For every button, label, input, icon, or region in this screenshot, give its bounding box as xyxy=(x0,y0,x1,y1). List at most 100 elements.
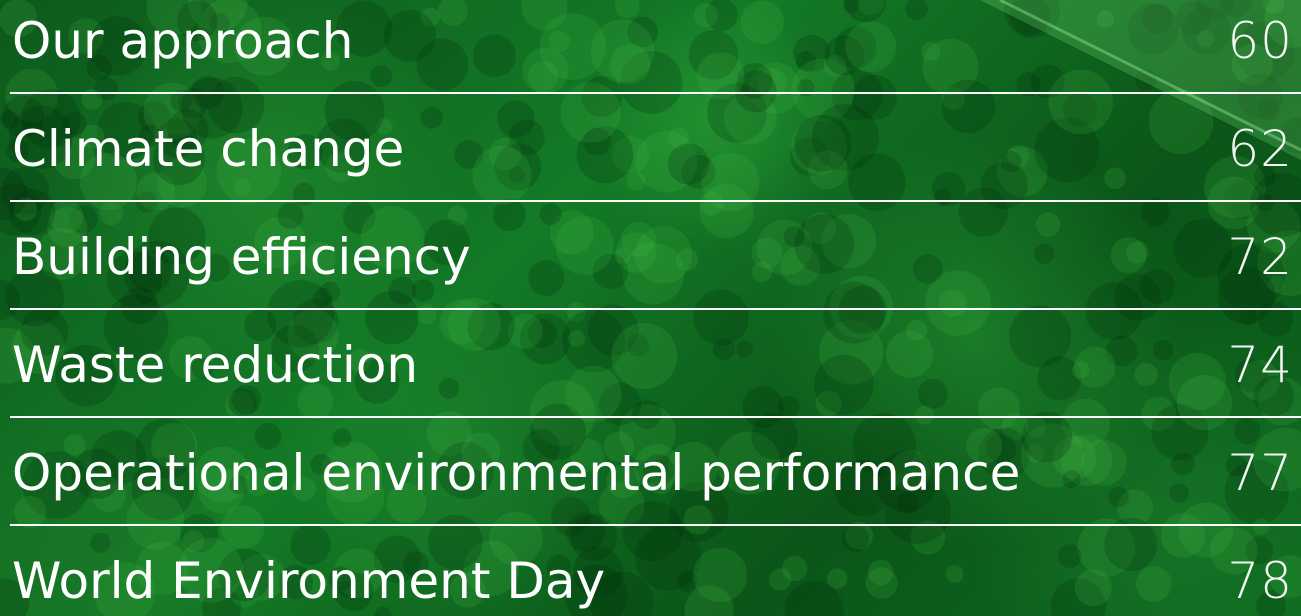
foliage xyxy=(1217,267,1276,325)
foliage xyxy=(1135,566,1172,602)
foliage xyxy=(298,570,328,599)
toc-entry: Building efficiency 72 xyxy=(0,214,1301,322)
foliage xyxy=(0,110,19,129)
foliage xyxy=(1171,452,1195,476)
foliage xyxy=(736,62,773,99)
foliage xyxy=(633,444,681,491)
foliage xyxy=(614,0,640,19)
foliage xyxy=(191,357,213,380)
foliage xyxy=(598,482,645,528)
foliage xyxy=(857,0,884,16)
foliage xyxy=(234,16,294,76)
foliage xyxy=(492,198,526,232)
foliage xyxy=(1204,156,1266,218)
foliage xyxy=(707,82,767,143)
foliage xyxy=(667,127,690,149)
foliage xyxy=(823,54,847,78)
foliage xyxy=(9,105,73,170)
foliage xyxy=(945,565,964,583)
foliage xyxy=(420,106,443,129)
foliage xyxy=(47,207,88,248)
foliage xyxy=(0,280,21,321)
foliage xyxy=(335,0,392,57)
foliage xyxy=(96,101,155,160)
foliage xyxy=(507,313,543,349)
foliage xyxy=(230,579,260,608)
foliage xyxy=(221,505,265,549)
foliage xyxy=(202,253,230,282)
foliage xyxy=(921,41,941,61)
foliage xyxy=(568,330,585,347)
foliage xyxy=(699,191,724,216)
foliage xyxy=(777,395,800,418)
foliage xyxy=(0,327,35,384)
foliage xyxy=(889,450,931,492)
foliage xyxy=(80,124,105,149)
foliage xyxy=(106,251,163,308)
foliage xyxy=(815,390,842,417)
foliage xyxy=(1224,459,1289,525)
foliage xyxy=(292,182,316,206)
foliage xyxy=(49,199,84,234)
foliage xyxy=(811,104,880,172)
foliage xyxy=(824,35,865,76)
foliage xyxy=(225,391,254,420)
foliage xyxy=(1037,356,1082,401)
foliage xyxy=(1074,569,1112,607)
entry-page: 72 xyxy=(1227,228,1293,286)
foliage xyxy=(138,100,171,134)
foliage xyxy=(69,205,98,234)
foliage xyxy=(925,270,991,336)
foliage xyxy=(922,38,979,95)
foliage xyxy=(1253,375,1295,417)
foliage xyxy=(620,51,683,114)
foliage xyxy=(1256,591,1287,616)
foliage xyxy=(152,133,205,186)
foliage xyxy=(151,422,198,470)
foliage xyxy=(649,471,673,495)
foliage xyxy=(170,89,193,112)
foliage xyxy=(218,548,271,602)
foliage xyxy=(611,323,678,389)
foliage xyxy=(180,513,219,553)
foliage xyxy=(386,483,427,524)
foliage xyxy=(1196,30,1215,48)
foliage xyxy=(756,219,813,276)
foliage xyxy=(522,429,560,467)
foliage xyxy=(986,433,1017,464)
foliage xyxy=(328,566,354,591)
foliage xyxy=(128,249,172,293)
foliage xyxy=(548,30,571,53)
foliage xyxy=(176,0,218,42)
foliage xyxy=(1168,352,1226,410)
foliage xyxy=(168,336,213,381)
foliage xyxy=(79,152,138,211)
foliage xyxy=(287,309,339,361)
foliage xyxy=(539,13,607,80)
foliage xyxy=(420,7,440,27)
foliage xyxy=(1110,237,1147,274)
foliage xyxy=(22,451,90,519)
toc-entry: World Environment Day 78 xyxy=(0,538,1301,616)
foliage xyxy=(884,477,951,544)
foliage xyxy=(1134,362,1158,386)
foliage xyxy=(1033,243,1055,265)
foliage xyxy=(634,524,702,591)
foliage xyxy=(717,431,781,495)
foliage xyxy=(914,405,934,425)
foliage xyxy=(1104,167,1126,190)
foliage xyxy=(834,26,877,69)
foliage xyxy=(20,307,69,356)
foliage xyxy=(676,570,698,592)
foliage xyxy=(229,475,249,494)
foliage xyxy=(1053,436,1097,480)
foliage xyxy=(81,89,103,110)
foliage xyxy=(938,289,967,318)
foliage xyxy=(187,0,248,32)
entry-title: Operational environmental performance xyxy=(12,444,1021,502)
foliage xyxy=(589,571,654,616)
foliage xyxy=(196,0,262,64)
foliage xyxy=(1257,230,1301,296)
foliage xyxy=(1080,439,1127,486)
foliage xyxy=(734,70,777,113)
